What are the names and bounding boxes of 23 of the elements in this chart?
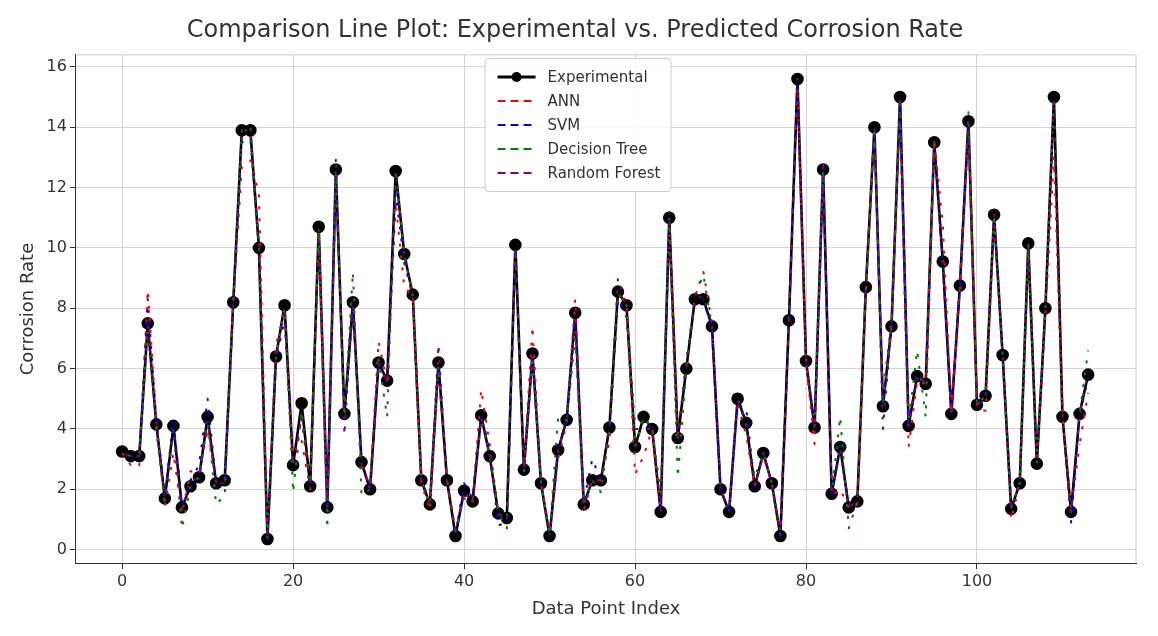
- y-tick-label: 0: [56, 538, 67, 558]
- y-tick-label: 2: [56, 478, 67, 498]
- y-axis-title: Corrosion Rate: [16, 242, 38, 376]
- x-tick-label: 0: [117, 570, 128, 590]
- y-tick-label: 10: [46, 237, 67, 257]
- x-axis-title: Data Point Index: [531, 596, 681, 618]
- chart-title: Comparison Line Plot: Experimental vs. Predicted Corrosion Rate: [186, 14, 964, 43]
- y-tick-label: 6: [56, 357, 67, 377]
- y-tick-label: 8: [56, 297, 67, 317]
- x-tick-label: 100: [961, 570, 993, 590]
- y-tick-label: 16: [46, 56, 67, 76]
- legend-label: SVM: [547, 116, 581, 134]
- x-tick-label: 40: [453, 570, 475, 590]
- y-tick-label: 14: [46, 116, 67, 136]
- x-tick-label: 60: [624, 570, 646, 590]
- legend-label: ANN: [547, 92, 581, 110]
- y-tick-label: 4: [56, 418, 67, 438]
- legend-label: Random Forest: [547, 164, 661, 182]
- legend-label: Decision Tree: [547, 140, 648, 158]
- x-tick-label: 80: [795, 570, 817, 590]
- y-tick-label: 12: [46, 176, 67, 196]
- x-tick-label: 20: [282, 570, 304, 590]
- legend-label: Experimental: [547, 68, 648, 86]
